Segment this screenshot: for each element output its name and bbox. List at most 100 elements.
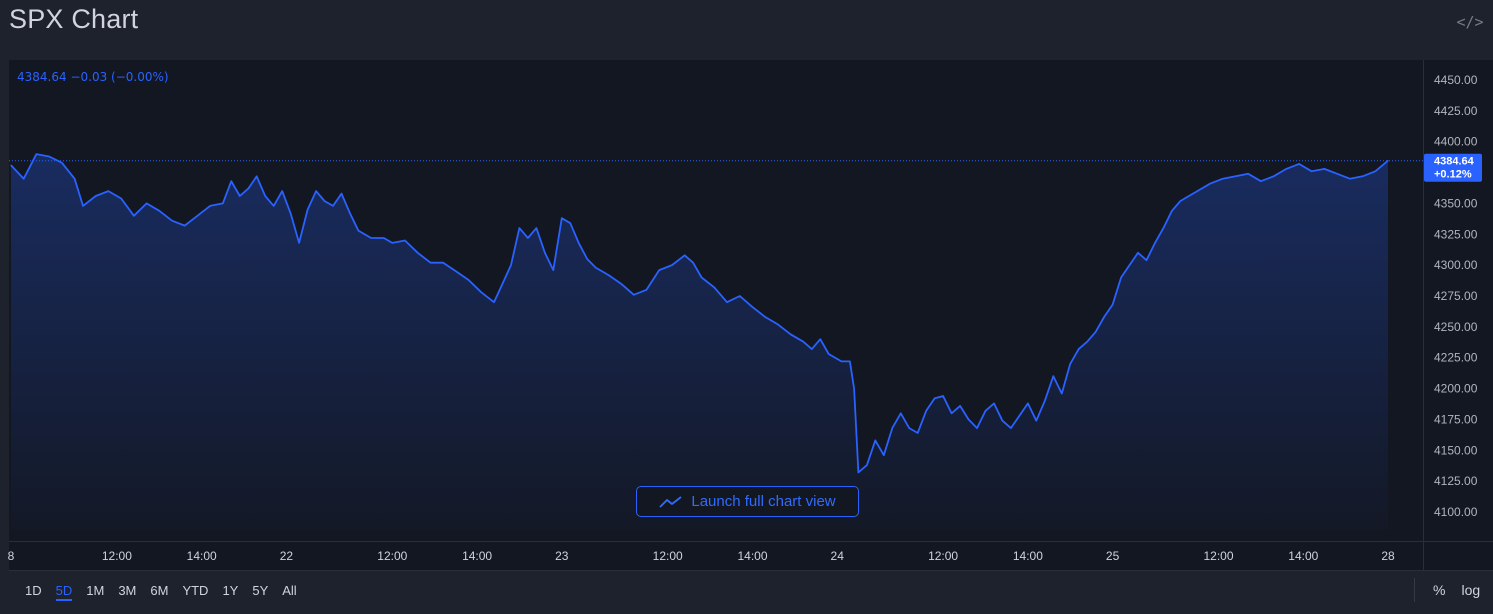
- y-tick-label: 4400.00: [1434, 135, 1478, 149]
- timeframe-all[interactable]: All: [282, 582, 297, 598]
- timeframe-5y[interactable]: 5Y: [252, 582, 269, 598]
- data-point: [332, 205, 334, 207]
- launch-full-chart-label: Launch full chart view: [691, 493, 836, 510]
- data-point: [442, 262, 444, 264]
- data-point: [874, 439, 876, 441]
- data-point: [633, 294, 635, 296]
- data-point: [857, 471, 860, 474]
- data-point: [739, 295, 741, 297]
- y-tick-label: 4175.00: [1434, 412, 1478, 426]
- data-point: [544, 252, 546, 254]
- data-point: [184, 225, 186, 227]
- data-point: [281, 190, 283, 192]
- data-point: [340, 193, 343, 195]
- y-tick-label: 4150.00: [1434, 443, 1478, 457]
- percent-scale-button[interactable]: %: [1433, 582, 1446, 598]
- timeframe-ytd[interactable]: YTD: [182, 582, 209, 598]
- data-point: [95, 195, 97, 197]
- data-point: [658, 269, 660, 271]
- scale-options: % log: [1414, 578, 1488, 602]
- timeframe-5d[interactable]: 5D: [49, 578, 80, 602]
- data-point: [1044, 400, 1046, 402]
- data-point: [891, 427, 893, 429]
- series-area: [11, 154, 1388, 530]
- data-point: [726, 301, 728, 303]
- last-price-change: +0.12%: [1434, 169, 1472, 181]
- data-point: [222, 202, 224, 204]
- data-point: [82, 205, 84, 207]
- data-point: [1311, 170, 1313, 172]
- timeframe-1m[interactable]: 1M: [86, 582, 105, 598]
- data-point: [976, 427, 978, 429]
- data-point: [1010, 427, 1012, 429]
- data-point: [595, 267, 597, 269]
- data-point: [840, 360, 843, 362]
- code-icon: </>: [1456, 13, 1484, 31]
- data-point: [951, 412, 953, 414]
- timeframe-6m[interactable]: 6M: [150, 582, 169, 598]
- data-point: [61, 162, 63, 164]
- y-tick-label: 4450.00: [1434, 73, 1478, 87]
- data-point: [468, 279, 470, 281]
- timeframe-3m[interactable]: 3M: [118, 582, 137, 598]
- data-point: [959, 405, 961, 407]
- data-point: [849, 360, 851, 362]
- data-point: [349, 212, 351, 214]
- line-chart-icon: [659, 495, 682, 508]
- data-point: [383, 237, 385, 239]
- y-tick-label: 4275.00: [1434, 289, 1478, 303]
- data-point: [120, 197, 122, 200]
- log-scale-button[interactable]: log: [1461, 582, 1481, 598]
- y-tick-label: 4300.00: [1434, 258, 1478, 272]
- data-point: [1112, 304, 1114, 306]
- price-axis-pane: [1424, 60, 1493, 541]
- data-point: [819, 338, 821, 340]
- data-point: [196, 215, 198, 217]
- data-point: [866, 464, 868, 466]
- data-point: [1196, 190, 1198, 192]
- data-point: [645, 289, 648, 291]
- data-point: [1035, 420, 1037, 422]
- data-point: [146, 202, 148, 204]
- x-tick-label: 22: [280, 549, 294, 563]
- data-point: [1362, 175, 1364, 177]
- data-point: [984, 410, 987, 412]
- data-point: [671, 264, 673, 266]
- x-tick-label: 14:00: [187, 549, 217, 563]
- data-point: [535, 227, 538, 229]
- data-point: [404, 239, 406, 242]
- data-point: [370, 237, 372, 239]
- data-point: [1052, 375, 1054, 377]
- data-point: [1298, 163, 1300, 165]
- data-point: [828, 353, 830, 355]
- x-tick-label: 14:00: [1013, 549, 1043, 563]
- x-tick-label: 12:00: [928, 549, 958, 563]
- data-point: [1154, 242, 1156, 244]
- x-tick-label: 8: [8, 549, 15, 563]
- data-point: [561, 217, 563, 219]
- embed-code-button[interactable]: </>: [1456, 10, 1484, 34]
- data-point: [1260, 180, 1262, 182]
- timeframe-selector: 1D 5D 1M 3M 6M YTD 1Y 5Y All: [18, 578, 304, 602]
- data-point: [777, 323, 779, 325]
- x-tick-label: 12:00: [377, 549, 407, 563]
- timeframe-1d[interactable]: 1D: [25, 582, 42, 598]
- data-point: [917, 432, 919, 434]
- data-point: [586, 258, 588, 260]
- data-point: [1069, 363, 1071, 365]
- data-point: [1018, 415, 1021, 417]
- data-point: [1374, 170, 1376, 172]
- y-tick-label: 4325.00: [1434, 227, 1478, 241]
- data-point: [993, 402, 995, 404]
- data-point: [256, 175, 258, 177]
- data-point: [1120, 276, 1122, 279]
- launch-full-chart-button[interactable]: Launch full chart view: [636, 486, 859, 517]
- x-tick-label: 12:00: [653, 549, 683, 563]
- data-point: [455, 270, 457, 272]
- data-point: [925, 410, 927, 412]
- timeframe-1y[interactable]: 1Y: [222, 582, 239, 598]
- data-point: [35, 153, 38, 155]
- data-point: [1349, 178, 1351, 180]
- data-point: [713, 286, 715, 288]
